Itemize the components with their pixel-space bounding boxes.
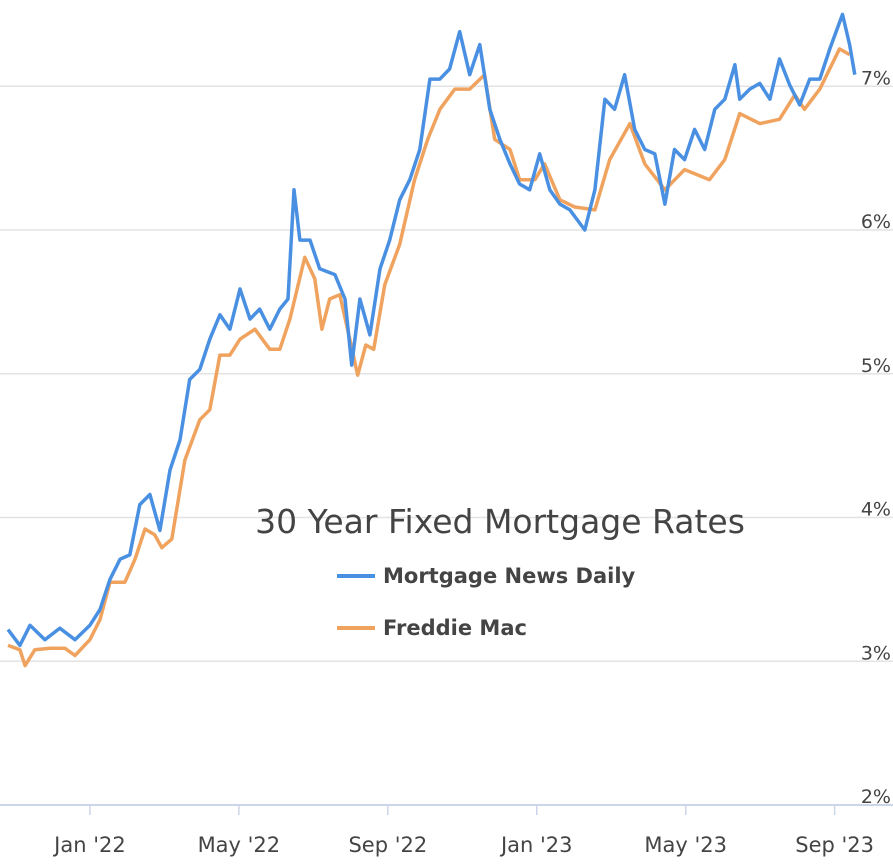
legend-label: Mortgage News Daily [383, 564, 636, 588]
x-tick-label: Jan '22 [52, 833, 126, 857]
line-series [6, 12, 857, 648]
x-tick-label: Sep '22 [348, 833, 427, 857]
legend-label: Freddie Mac [383, 616, 527, 640]
y-tick-label: 3% [861, 642, 891, 664]
y-tick-label: 2% [861, 786, 891, 808]
x-tick-label: May '23 [644, 833, 727, 857]
x-tick-label: May '22 [198, 833, 281, 857]
y-tick-label: 6% [861, 211, 891, 233]
y-tick-label: 7% [861, 67, 891, 89]
chart-title: 30 Year Fixed Mortgage Rates [255, 502, 745, 541]
x-tick-label: Sep '23 [795, 833, 874, 857]
y-tick-label: 4% [861, 499, 891, 521]
x-tick-label: Jan '23 [499, 833, 573, 857]
y-tick-label: 5% [861, 355, 891, 377]
